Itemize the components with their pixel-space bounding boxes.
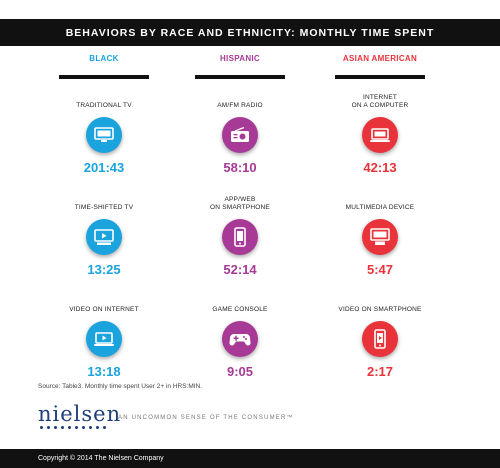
dvr-tv-icon [86,219,122,255]
column-header-black: BLACK [89,54,119,63]
stat-label: AM/FM RADIO [217,102,263,109]
gamepad-icon [222,321,258,357]
stat-label: VIDEO ON SMARTPHONE [338,306,422,313]
tv-icon [86,117,122,153]
footer: Copyright © 2014 The Nielsen Company [0,449,500,468]
stat-label: TRADITIONAL TV [76,102,132,109]
stat-label: TIME-SHIFTED TV [74,204,134,211]
title-bar: BEHAVIORS BY RACE AND ETHNICITY: MONTHLY… [0,19,500,46]
smartphone-video-icon [362,321,398,357]
stat-value: 42:13 [363,160,397,175]
copyright-text: Copyright © 2014 The Nielsen Company [38,455,164,462]
page-title: BEHAVIORS BY RACE AND ETHNICITY: MONTHLY… [65,26,435,39]
stat-internet-on-computer: INTERNET ON A COMPUTER 42:13 [320,94,440,175]
stat-label: VIDEO ON INTERNET [69,306,139,313]
tagline: AN UNCOMMON SENSE OF THE CONSUMER™ [118,415,294,421]
column-black: BLACK TRADITIONAL TV 201:43 TIME-SHIFTED… [44,50,164,380]
stat-am-fm-radio: AM/FM RADIO 58:10 [180,94,300,175]
logo-dots [40,426,121,429]
column-asian-american: ASIAN AMERICAN INTERNET ON A COMPUTER 42… [320,50,440,380]
stat-value: 201:43 [83,160,125,175]
stat-traditional-tv: TRADITIONAL TV 201:43 [44,94,164,175]
stat-video-on-internet: VIDEO ON INTERNET 13:18 [44,298,164,379]
stat-value: 58:10 [223,160,257,175]
stat-label: INTERNET ON A COMPUTER [351,94,409,109]
column-rule [59,75,149,79]
stat-time-shifted-tv: TIME-SHIFTED TV 13:25 [44,196,164,277]
column-hispanic: HISPANIC AM/FM RADIO 58:10 APP/WEB ON SM… [180,50,300,380]
column-header-hispanic: HISPANIC [219,54,261,63]
column-rule [335,75,425,79]
column-rule [195,75,285,79]
stat-value: 13:18 [87,364,121,379]
multimedia-device-icon [362,219,398,255]
nielsen-logo: nielsen [38,402,121,429]
stat-app-web-smartphone: APP/WEB ON SMARTPHONE 52:14 [180,196,300,277]
stat-value: 9:05 [226,364,254,379]
laptop-video-icon [86,321,122,357]
smartphone-icon [222,219,258,255]
stat-value: 52:14 [223,262,257,277]
stat-label: GAME CONSOLE [212,306,268,313]
stat-label: APP/WEB ON SMARTPHONE [210,196,270,211]
column-header-asian-american: ASIAN AMERICAN [342,54,418,63]
source-note: Source: Table3. Monthly time spent User … [38,383,203,390]
stat-video-on-smartphone: VIDEO ON SMARTPHONE 2:17 [320,298,440,379]
logo-text: nielsen [38,402,122,426]
stat-label: MULTIMEDIA DEVICE [345,204,415,211]
laptop-icon [362,117,398,153]
radio-icon [222,117,258,153]
stat-value: 13:25 [87,262,121,277]
stat-value: 5:47 [366,262,394,277]
stat-multimedia-device: MULTIMEDIA DEVICE 5:47 [320,196,440,277]
stat-game-console: GAME CONSOLE 9:05 [180,298,300,379]
stat-value: 2:17 [366,364,394,379]
